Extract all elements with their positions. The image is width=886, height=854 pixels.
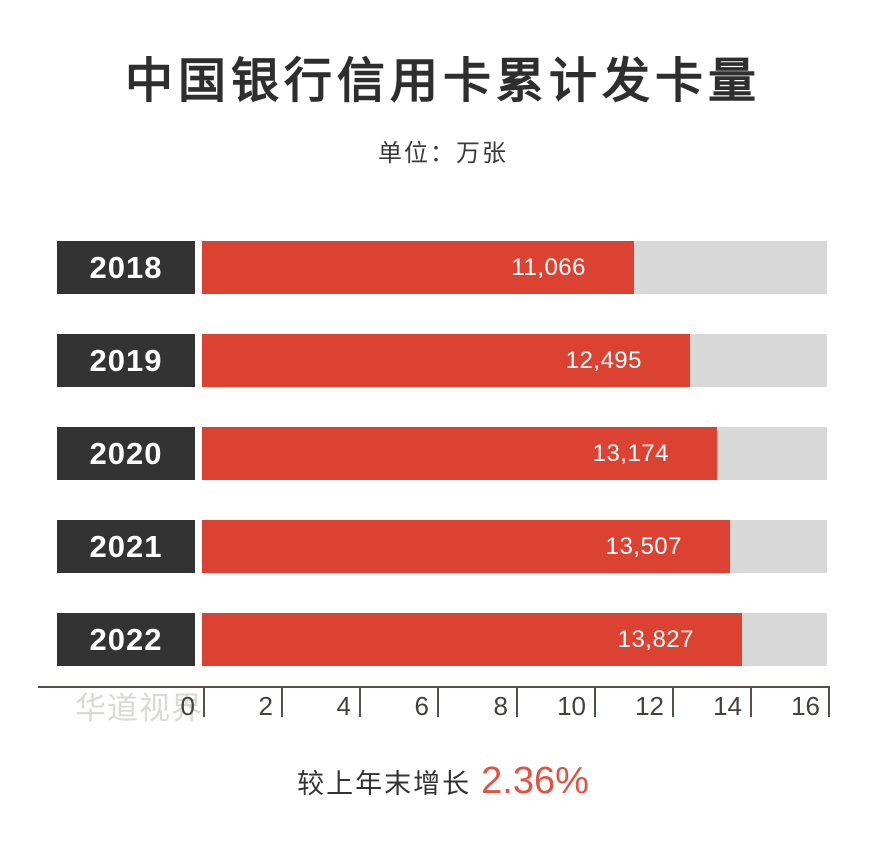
x-axis: 0 2 4 6 8 10 12 14 16 [38,686,830,721]
chart-title: 中国银行信用卡累计发卡量 [124,55,761,108]
bar-fill: 13,827 [202,613,742,666]
watermark: 华道视界 [75,691,203,726]
axis-tick-label: 14 [713,691,742,721]
axis-tick-label: 0 [180,691,195,721]
bar-fill: 12,495 [202,334,690,387]
growth-note: 较上年末增长 2.36% [0,760,886,803]
year-label: 2019 [57,334,195,387]
bar-track: 13,507 [202,520,827,573]
year-label: 2021 [57,520,195,573]
bar-row: 2021 13,507 [57,520,829,573]
bar-value-label: 12,495 [565,346,642,374]
bar-track: 13,174 [202,427,827,480]
bar-value-label: 13,827 [617,625,694,653]
bar-fill: 11,066 [202,241,634,294]
axis-tick [750,688,752,717]
axis-tick [359,688,361,717]
year-label: 2022 [57,613,195,666]
bar-row: 2020 13,174 [57,427,829,480]
axis-tick [281,688,283,717]
bar-value-label: 13,174 [592,439,669,467]
axis-tick [437,688,439,717]
bar-row: 2018 11,066 [57,241,829,294]
bar-row: 2022 13,827 [57,613,829,666]
axis-tick [594,688,596,717]
bar-value-label: 13,507 [605,532,682,560]
axis-tick [203,688,205,717]
bar-fill: 13,174 [202,427,717,480]
axis-tick-label: 2 [258,691,273,721]
bar-track: 12,495 [202,334,827,387]
bar-fill: 13,507 [202,520,730,573]
bar-track: 13,827 [202,613,827,666]
year-label: 2020 [57,427,195,480]
growth-label: 较上年末增长 [297,769,472,799]
bar-row: 2019 12,495 [57,334,829,387]
bar-value-label: 11,066 [511,253,586,281]
axis-tick-label: 10 [557,691,586,721]
bar-track: 11,066 [202,241,827,294]
axis-tick-label: 4 [336,691,351,721]
axis-tick-label: 6 [414,691,429,721]
axis-tick-label: 12 [635,691,664,721]
axis-tick-label: 16 [791,691,820,721]
axis-tick [828,688,830,717]
axis-tick-label: 8 [493,691,508,721]
year-label: 2018 [57,241,195,294]
axis-tick [672,688,674,717]
axis-tick [516,688,518,717]
growth-percentage: 2.36% [481,760,589,802]
chart-unit-subtitle: 单位：万张 [378,140,508,167]
